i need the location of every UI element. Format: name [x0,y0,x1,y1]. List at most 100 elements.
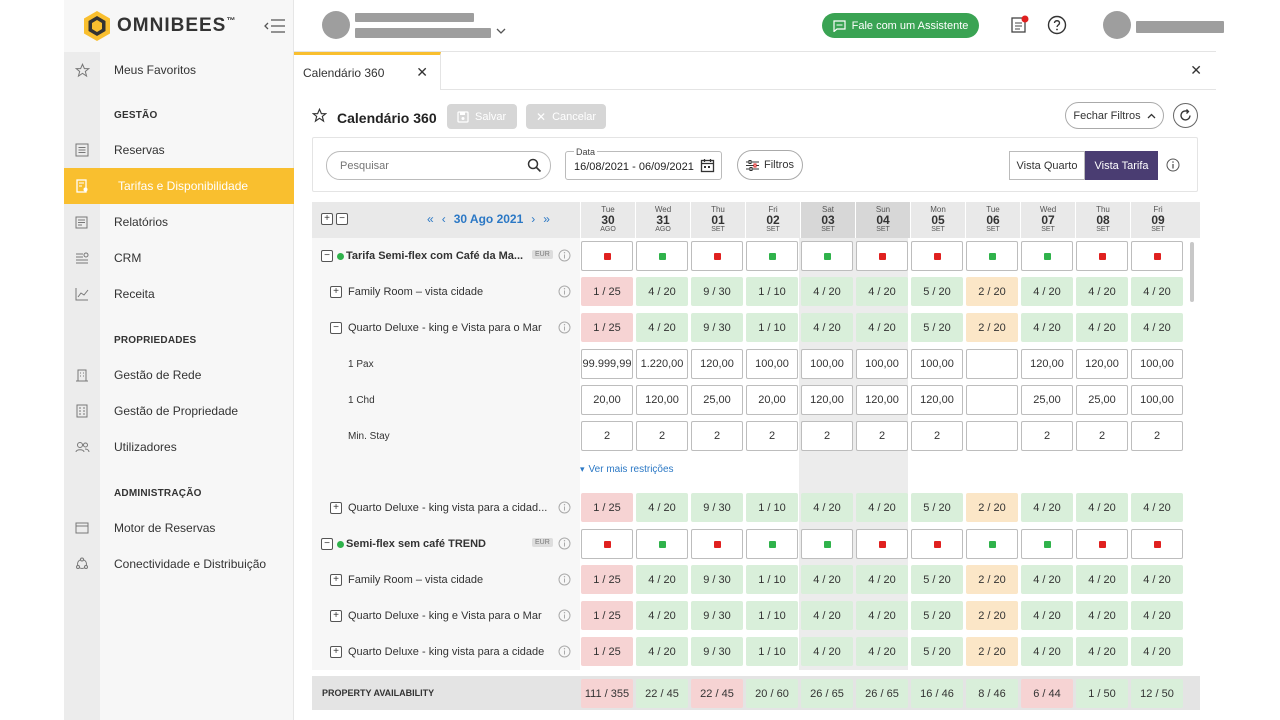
availability-cell[interactable]: 4 / 20 [1021,637,1073,666]
availability-cell[interactable]: 4 / 20 [801,601,853,630]
restriction-cell[interactable]: 20,00 [581,385,633,415]
collapse-room-button[interactable]: − [330,322,342,334]
availability-cell[interactable]: 5 / 20 [911,601,963,630]
availability-cell[interactable]: 4 / 20 [1131,493,1183,522]
availability-cell[interactable]: 4 / 20 [856,277,908,306]
save-button[interactable]: Salvar [447,104,517,129]
restriction-cell[interactable]: 2 [856,421,908,451]
availability-cell[interactable]: 4 / 20 [801,277,853,306]
property-avatar[interactable] [322,11,350,39]
availability-cell[interactable]: 5 / 20 [911,313,963,342]
restriction-cell[interactable]: 2 [636,421,688,451]
help-icon[interactable] [1047,15,1067,35]
calendar-icon[interactable] [700,158,715,173]
restriction-cell[interactable]: 2 [1076,421,1128,451]
restriction-cell[interactable]: 20,00 [746,385,798,415]
availability-cell[interactable]: 4 / 20 [1021,313,1073,342]
info-icon[interactable] [558,501,571,517]
restriction-cell[interactable]: 120,00 [691,349,743,379]
availability-cell[interactable]: 9 / 30 [691,313,743,342]
availability-cell[interactable]: 4 / 20 [801,493,853,522]
favorite-star-icon[interactable] [312,108,327,123]
rate-status-cell[interactable] [856,241,908,271]
availability-cell[interactable]: 4 / 20 [1021,493,1073,522]
date-range-field[interactable]: Data 16/08/2021 - 06/09/2021 [565,147,722,180]
rate-status-cell[interactable] [1131,529,1183,559]
restriction-cell[interactable]: 2 [801,421,853,451]
sidebar-item-favoritos[interactable]: Meus Favoritos [64,52,294,88]
availability-cell[interactable]: 5 / 20 [911,493,963,522]
availability-cell[interactable]: 4 / 20 [801,637,853,666]
rate-status-cell[interactable] [911,241,963,271]
assistant-button[interactable]: Fale com um Assistente [822,13,979,38]
info-icon[interactable] [1166,158,1180,172]
chevron-down-icon[interactable] [496,28,506,35]
availability-cell[interactable]: 4 / 20 [636,313,688,342]
restriction-cell[interactable]: 100,00 [801,349,853,379]
availability-cell[interactable]: 1 / 10 [746,601,798,630]
collapse-menu-icon[interactable] [264,18,286,34]
restriction-cell[interactable]: 120,00 [911,385,963,415]
availability-cell[interactable]: 4 / 20 [636,601,688,630]
availability-cell[interactable]: 4 / 20 [856,313,908,342]
availability-cell[interactable]: 4 / 20 [856,637,908,666]
rate-status-cell[interactable] [746,241,798,271]
collapse-rate-button[interactable]: − [321,538,333,550]
expand-room-button[interactable]: + [330,610,342,622]
sidebar-item-crm[interactable]: CRM [64,240,294,276]
last-page-icon[interactable]: » [543,212,550,226]
availability-cell[interactable]: 9 / 30 [691,277,743,306]
expand-room-button[interactable]: + [330,502,342,514]
availability-cell[interactable]: 1 / 10 [746,313,798,342]
previous-icon[interactable]: ‹ [441,212,446,226]
availability-cell[interactable]: 2 / 20 [966,277,1018,306]
rate-status-cell[interactable] [636,529,688,559]
restriction-cell[interactable]: 120,00 [1021,349,1073,379]
rate-status-cell[interactable] [581,529,633,559]
rate-status-cell[interactable] [746,529,798,559]
info-icon[interactable] [558,645,571,661]
restriction-cell[interactable]: 25,00 [691,385,743,415]
availability-cell[interactable]: 4 / 20 [856,601,908,630]
info-icon[interactable] [558,249,571,265]
tab-calendario-360[interactable]: Calendário 360 ✕ [294,52,441,90]
restriction-cell[interactable]: 1.220,00 [636,349,688,379]
restriction-cell[interactable]: 100,00 [1131,385,1183,415]
availability-cell[interactable]: 2 / 20 [966,565,1018,594]
see-more-restrictions-link[interactable]: ▾ Ver mais restrições [580,464,674,475]
expand-all-button[interactable]: + [321,213,333,225]
restriction-cell[interactable]: 25,00 [1076,385,1128,415]
restriction-cell[interactable]: 100,00 [746,349,798,379]
sidebar-item-conectividade[interactable]: Conectividade e Distribuição [64,546,294,582]
restriction-cell[interactable] [966,385,1018,415]
restriction-cell[interactable]: 120,00 [636,385,688,415]
expand-room-button[interactable]: + [330,574,342,586]
restriction-cell[interactable]: 2 [1021,421,1073,451]
availability-cell[interactable]: 2 / 20 [966,637,1018,666]
availability-cell[interactable]: 1 / 25 [581,565,633,594]
restriction-cell[interactable]: 2 [746,421,798,451]
availability-cell[interactable]: 4 / 20 [1021,601,1073,630]
availability-cell[interactable]: 4 / 20 [1131,313,1183,342]
expand-room-button[interactable]: + [330,286,342,298]
sidebar-item-relatorios[interactable]: Relatórios [64,204,294,240]
availability-cell[interactable]: 4 / 20 [636,565,688,594]
view-room-toggle[interactable]: Vista Quarto [1009,151,1085,180]
info-icon[interactable] [558,537,571,553]
availability-cell[interactable]: 4 / 20 [1076,493,1128,522]
availability-cell[interactable]: 4 / 20 [1076,601,1128,630]
first-page-icon[interactable]: « [427,212,434,226]
rate-status-cell[interactable] [1076,241,1128,271]
restriction-cell[interactable] [966,421,1018,451]
cancel-button[interactable]: ✕ Cancelar [526,104,606,129]
availability-cell[interactable]: 2 / 20 [966,493,1018,522]
logo[interactable]: OMNIBEES™ [82,9,236,43]
availability-cell[interactable]: 4 / 20 [1131,565,1183,594]
restriction-cell[interactable]: 100,00 [1131,349,1183,379]
restriction-cell[interactable]: 120,00 [801,385,853,415]
availability-cell[interactable]: 1 / 25 [581,637,633,666]
availability-cell[interactable]: 2 / 20 [966,313,1018,342]
restriction-cell[interactable]: 25,00 [1021,385,1073,415]
view-rate-toggle[interactable]: Vista Tarifa [1085,151,1158,180]
vertical-scrollbar[interactable] [1190,242,1194,302]
